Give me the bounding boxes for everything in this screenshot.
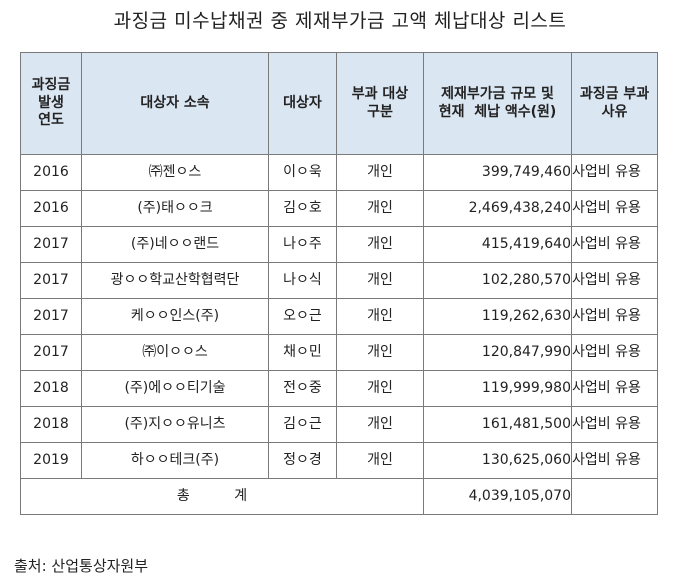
cell-type: 개인	[336, 442, 424, 479]
cell-type: 개인	[336, 298, 424, 335]
header-person: 대상자	[268, 52, 337, 155]
cell-affiliation: 케ㅇㅇ인스(주)	[81, 298, 269, 335]
cell-person: 이ㅇ욱	[268, 154, 337, 191]
cell-reason: 사업비 유용	[571, 298, 658, 335]
cell-amount: 2,469,438,240	[423, 190, 572, 227]
cell-type: 개인	[336, 226, 424, 263]
cell-amount: 119,262,630	[423, 298, 572, 335]
table-row: 2016 ㈜젠ㅇ스 이ㅇ욱 개인 399,749,460 사업비 유용	[20, 154, 658, 191]
cell-person: 전ㅇ중	[268, 370, 337, 407]
cell-person: 정ㅇ경	[268, 442, 337, 479]
cell-reason: 사업비 유용	[571, 154, 658, 191]
cell-amount: 130,625,060	[423, 442, 572, 479]
table-row: 2017 ㈜이ㅇㅇ스 채ㅇ민 개인 120,847,990 사업비 유용	[20, 334, 658, 371]
table-row: 2018 (주)에ㅇㅇ티기술 전ㅇ중 개인 119,999,980 사업비 유용	[20, 370, 658, 407]
cell-type: 개인	[336, 154, 424, 191]
cell-year: 2018	[20, 406, 82, 443]
cell-amount: 399,749,460	[423, 154, 572, 191]
cell-amount: 102,280,570	[423, 262, 572, 299]
cell-reason: 사업비 유용	[571, 442, 658, 479]
cell-type: 개인	[336, 334, 424, 371]
table-row: 2016 (주)태ㅇㅇ크 김ㅇ호 개인 2,469,438,240 사업비 유용	[20, 190, 658, 227]
header-year: 과징금 발생 연도	[20, 52, 82, 155]
cell-year: 2018	[20, 370, 82, 407]
cell-person: 오ㅇ근	[268, 298, 337, 335]
cell-person: 나ㅇ식	[268, 262, 337, 299]
total-reason-empty	[571, 478, 658, 515]
header-amount: 제재부가금 규모 및 현재 체납 액수(원)	[423, 52, 572, 155]
page-title: 과징금 미수납채권 중 제재부가금 고액 체납대상 리스트	[113, 10, 567, 32]
cell-amount: 415,419,640	[423, 226, 572, 263]
table-row: 2017 케ㅇㅇ인스(주) 오ㅇ근 개인 119,262,630 사업비 유용	[20, 298, 658, 335]
cell-person: 나ㅇ주	[268, 226, 337, 263]
cell-reason: 사업비 유용	[571, 190, 658, 227]
cell-reason: 사업비 유용	[571, 370, 658, 407]
cell-affiliation: (주)에ㅇㅇ티기술	[81, 370, 269, 407]
cell-affiliation: 광ㅇㅇ학교산학협력단	[81, 262, 269, 299]
table-row: 2017 (주)네ㅇㅇ랜드 나ㅇ주 개인 415,419,640 사업비 유용	[20, 226, 658, 263]
cell-person: 김ㅇ근	[268, 406, 337, 443]
table-row: 2019 하ㅇㅇ테크(주) 정ㅇ경 개인 130,625,060 사업비 유용	[20, 442, 658, 479]
cell-person: 채ㅇ민	[268, 334, 337, 371]
arrears-table: 과징금 발생 연도 대상자 소속 대상자 부과 대상 구분 제재부가금 규모 및…	[20, 52, 658, 515]
cell-reason: 사업비 유용	[571, 406, 658, 443]
cell-affiliation: (주)태ㅇㅇ크	[81, 190, 269, 227]
cell-affiliation: ㈜이ㅇㅇ스	[81, 334, 269, 371]
cell-type: 개인	[336, 262, 424, 299]
cell-year: 2019	[20, 442, 82, 479]
cell-amount: 119,999,980	[423, 370, 572, 407]
total-amount: 4,039,105,070	[423, 478, 572, 515]
cell-type: 개인	[336, 190, 424, 227]
cell-year: 2017	[20, 226, 82, 263]
cell-reason: 사업비 유용	[571, 334, 658, 371]
table-row: 2018 (주)지ㅇㅇ유니츠 김ㅇ근 개인 161,481,500 사업비 유용	[20, 406, 658, 443]
cell-affiliation: (주)지ㅇㅇ유니츠	[81, 406, 269, 443]
cell-year: 2017	[20, 262, 82, 299]
cell-type: 개인	[336, 406, 424, 443]
cell-year: 2016	[20, 154, 82, 191]
total-label: 총 계	[20, 478, 424, 515]
table-row: 2017 광ㅇㅇ학교산학협력단 나ㅇ식 개인 102,280,570 사업비 유…	[20, 262, 658, 299]
cell-affiliation: ㈜젠ㅇ스	[81, 154, 269, 191]
cell-year: 2016	[20, 190, 82, 227]
table-header-row: 과징금 발생 연도 대상자 소속 대상자 부과 대상 구분 제재부가금 규모 및…	[20, 52, 658, 155]
header-affiliation: 대상자 소속	[81, 52, 269, 155]
cell-affiliation: (주)네ㅇㅇ랜드	[81, 226, 269, 263]
cell-year: 2017	[20, 334, 82, 371]
cell-person: 김ㅇ호	[268, 190, 337, 227]
cell-reason: 사업비 유용	[571, 226, 658, 263]
source-note: 출처: 산업통상자원부	[14, 557, 149, 575]
header-reason: 과징금 부과 사유	[571, 52, 658, 155]
cell-year: 2017	[20, 298, 82, 335]
total-row: 총 계 4,039,105,070	[20, 478, 658, 515]
header-type: 부과 대상 구분	[336, 52, 424, 155]
cell-amount: 161,481,500	[423, 406, 572, 443]
cell-amount: 120,847,990	[423, 334, 572, 371]
cell-affiliation: 하ㅇㅇ테크(주)	[81, 442, 269, 479]
cell-reason: 사업비 유용	[571, 262, 658, 299]
cell-type: 개인	[336, 370, 424, 407]
